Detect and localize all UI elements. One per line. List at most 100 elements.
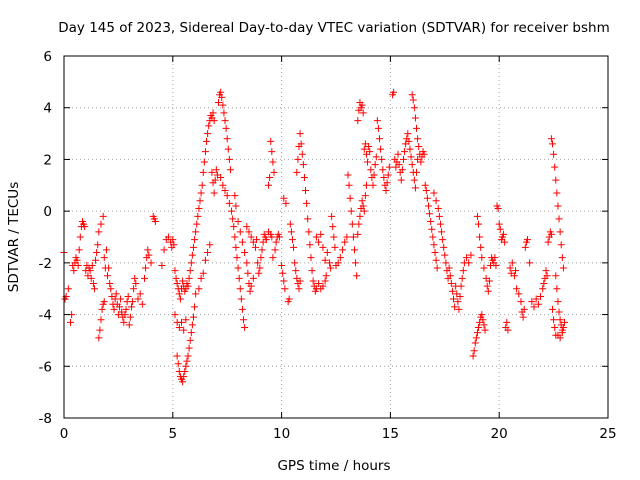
data-point — [390, 88, 398, 96]
data-point — [309, 277, 317, 285]
data-point — [209, 109, 217, 117]
data-point — [331, 243, 339, 251]
data-point — [307, 254, 315, 262]
data-point — [122, 305, 130, 313]
data-point — [479, 316, 487, 324]
data-point — [457, 282, 465, 290]
data-point — [556, 316, 564, 324]
data-point — [554, 202, 562, 210]
data-point — [185, 344, 193, 352]
data-point — [105, 264, 113, 272]
data-point — [94, 241, 102, 249]
data-point — [410, 104, 418, 112]
data-point — [423, 194, 431, 202]
data-point — [407, 153, 415, 161]
data-point — [235, 274, 243, 282]
data-point — [121, 311, 129, 319]
data-point — [100, 254, 108, 262]
data-point — [549, 305, 557, 313]
data-point — [553, 189, 561, 197]
data-point — [384, 171, 392, 179]
data-point — [547, 135, 555, 143]
data-point — [201, 148, 209, 156]
data-point — [395, 161, 403, 169]
data-point — [203, 137, 211, 145]
data-point — [494, 205, 502, 213]
data-point — [297, 140, 305, 148]
data-point — [417, 158, 425, 166]
data-point — [183, 357, 191, 365]
data-point — [160, 246, 168, 254]
data-point — [426, 210, 434, 218]
data-point — [110, 305, 118, 313]
data-point — [354, 230, 362, 238]
data-point — [552, 176, 560, 184]
data-point — [382, 186, 390, 194]
data-point — [176, 295, 184, 303]
data-point — [136, 290, 144, 298]
data-point — [438, 228, 446, 236]
data-point — [441, 251, 449, 259]
data-point — [98, 305, 106, 313]
data-point — [145, 251, 153, 259]
data-point — [551, 163, 559, 171]
data-point — [64, 285, 72, 293]
data-point — [534, 300, 542, 308]
data-point — [473, 329, 481, 337]
data-point — [93, 249, 101, 257]
data-point — [353, 272, 361, 280]
data-point — [181, 367, 189, 375]
data-point — [296, 130, 304, 138]
data-point — [469, 352, 477, 360]
data-point — [125, 321, 133, 329]
data-point — [288, 236, 296, 244]
data-point — [219, 181, 227, 189]
data-point — [352, 259, 360, 267]
data-point — [547, 230, 555, 238]
y-tick-label: -2 — [39, 256, 52, 272]
data-point — [372, 153, 380, 161]
data-point — [458, 274, 466, 282]
data-point — [188, 321, 196, 329]
data-point — [204, 130, 212, 138]
data-point — [295, 285, 303, 293]
data-point — [339, 246, 347, 254]
data-point — [481, 326, 489, 334]
data-point — [456, 292, 464, 300]
data-point — [431, 249, 439, 257]
data-point — [151, 217, 159, 225]
data-point — [433, 264, 441, 272]
data-point — [170, 241, 178, 249]
data-point — [302, 186, 310, 194]
data-point — [191, 236, 199, 244]
data-point — [138, 300, 146, 308]
data-point — [506, 264, 514, 272]
data-point — [512, 267, 520, 275]
data-point — [192, 290, 200, 298]
data-point — [127, 303, 135, 311]
data-point — [185, 274, 193, 282]
data-point — [383, 179, 391, 187]
data-point — [294, 155, 302, 163]
data-point — [450, 295, 458, 303]
data-point — [182, 362, 190, 370]
data-point — [477, 243, 485, 251]
data-point — [445, 264, 453, 272]
data-point — [556, 228, 564, 236]
data-point — [470, 347, 478, 355]
data-point — [117, 295, 125, 303]
data-point — [247, 233, 255, 241]
data-point — [321, 277, 329, 285]
data-point — [275, 233, 283, 241]
data-point — [496, 225, 504, 233]
data-point — [305, 228, 313, 236]
data-point — [428, 225, 436, 233]
data-point — [380, 174, 388, 182]
y-tick-label: 2 — [43, 152, 52, 168]
data-point — [214, 99, 222, 107]
data-point — [544, 238, 552, 246]
data-point — [97, 220, 105, 228]
data-point — [394, 150, 402, 158]
data-point — [341, 238, 349, 246]
data-point — [556, 334, 564, 342]
